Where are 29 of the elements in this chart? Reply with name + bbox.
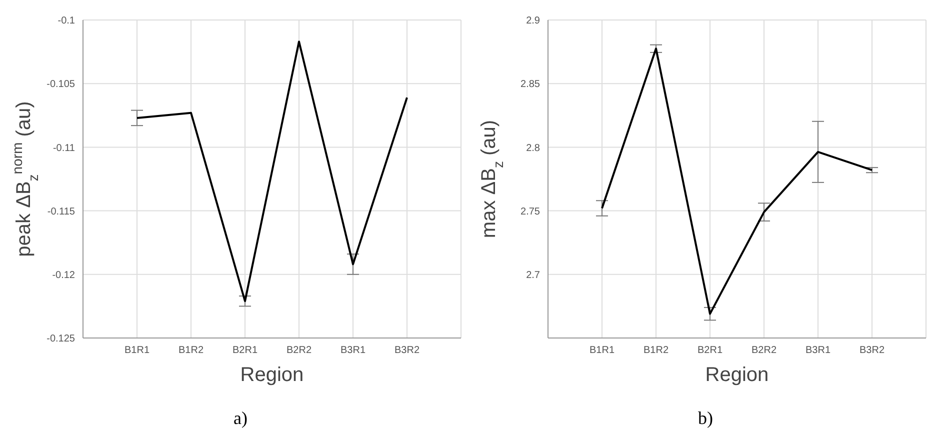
x-axis-title: Region	[705, 364, 769, 386]
y-tick-label: -0.105	[46, 79, 76, 90]
y-tick-label: -0.115	[47, 206, 76, 218]
y-tick-label: 2.9	[526, 16, 540, 27]
y-tick-label: 2.8	[526, 142, 540, 154]
y-tick-label: 2.7	[526, 270, 540, 281]
y-tick-label: -0.125	[46, 334, 76, 345]
y-tick-label: -0.11	[52, 142, 76, 154]
x-tick-label: B3R1	[340, 345, 366, 356]
x-tick-label: B1R1	[124, 345, 150, 356]
x-tick-label: B3R2	[859, 345, 885, 356]
x-axis-title: Region	[240, 364, 304, 386]
x-tick-label: B3R1	[805, 345, 831, 356]
text: b)	[697, 408, 714, 429]
x-tick-label: B3R2	[394, 345, 420, 356]
y-tick-label: -0.12	[52, 270, 76, 281]
x-tick-label: B1R2	[178, 345, 204, 356]
x-tick-label: B2R2	[286, 345, 312, 356]
y-tick-label: 2.85	[520, 79, 540, 90]
y-tick-label: -0.1	[58, 16, 76, 27]
x-tick-label: B1R2	[643, 345, 669, 356]
x-tick-label: B1R1	[589, 345, 615, 356]
x-tick-label: B2R2	[751, 345, 777, 356]
y-tick-label: 2.75	[520, 206, 540, 218]
line-series	[601, 48, 873, 315]
x-tick-label: B2R1	[697, 345, 723, 356]
line-series	[136, 40, 408, 302]
text: a)	[232, 408, 248, 429]
x-tick-label: B2R1	[232, 345, 258, 356]
